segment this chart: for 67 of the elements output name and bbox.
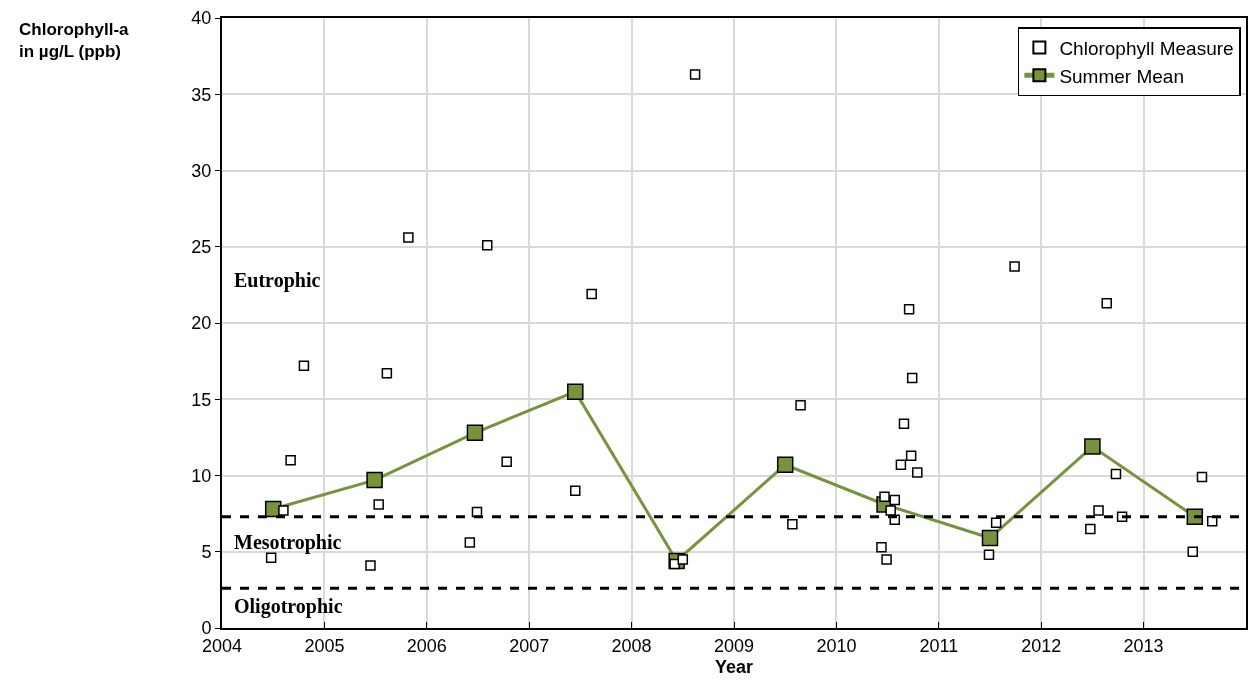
point [983, 549, 995, 561]
point [298, 360, 310, 371]
point [1110, 468, 1122, 480]
y-axis-title: Chlorophyll-a in µg/L (ppb) [19, 20, 130, 62]
point [885, 505, 896, 516]
y-tick-label: 30 [191, 160, 212, 181]
point [898, 418, 910, 429]
y-tick-label: 35 [191, 84, 212, 105]
point [567, 383, 584, 400]
x-tick-label: 2013 [1123, 635, 1164, 656]
point [879, 491, 890, 503]
point [905, 450, 917, 461]
point [795, 400, 806, 411]
point [1196, 471, 1208, 483]
x-tick-label: 2007 [509, 635, 550, 656]
point [501, 456, 512, 468]
x-tick-label: 2010 [816, 635, 857, 656]
point [1093, 505, 1104, 516]
point [990, 517, 1002, 529]
point [366, 471, 383, 489]
point [285, 455, 296, 466]
point [895, 459, 907, 471]
x-tick-label: 2005 [304, 635, 345, 656]
y-tick-label: 40 [191, 8, 212, 29]
point [776, 456, 794, 474]
x-tick-label: 2008 [611, 635, 652, 656]
point [787, 519, 798, 530]
x-tick-label: 2011 [919, 635, 959, 656]
point [586, 288, 597, 300]
annotation: Oligotrophic [234, 595, 343, 618]
y-tick-label: 5 [201, 542, 212, 563]
point [466, 424, 484, 442]
y-tick-label: 20 [191, 313, 212, 334]
point [881, 554, 892, 565]
point [677, 554, 689, 565]
legend-label: Summer Mean [1059, 65, 1184, 87]
point [381, 368, 393, 379]
point [876, 541, 887, 553]
annotation: Eutrophic [234, 269, 321, 292]
legend-label: Chlorophyll Measure [1059, 37, 1234, 59]
point [1206, 516, 1218, 527]
x-tick-label: 2009 [713, 635, 755, 656]
point [889, 494, 901, 506]
point [464, 537, 476, 548]
point [373, 499, 384, 510]
y-tick-label: 15 [191, 389, 212, 410]
point [365, 560, 376, 571]
x-tick-label: 2012 [1021, 635, 1062, 656]
point [912, 467, 923, 478]
point [1187, 546, 1198, 557]
point [481, 239, 493, 251]
y-tick-label: 25 [191, 237, 212, 258]
point [1101, 297, 1112, 309]
point [1084, 438, 1101, 455]
annotation: Mesotrophic [234, 531, 342, 554]
point [906, 372, 918, 384]
point [403, 232, 414, 243]
point [1009, 261, 1020, 272]
point [981, 529, 999, 547]
x-tick-label: 2006 [406, 635, 447, 656]
y-tick-label: 10 [191, 465, 212, 486]
point [689, 69, 701, 80]
point [278, 505, 289, 516]
point [570, 485, 581, 496]
x-axis-title: Year [714, 657, 754, 678]
point [1085, 523, 1096, 535]
point [903, 304, 915, 315]
